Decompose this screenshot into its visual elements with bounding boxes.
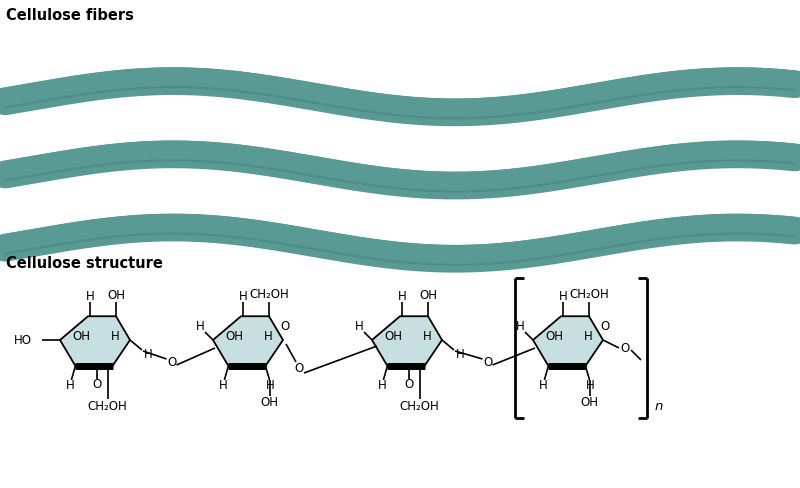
Text: H: H [586,380,595,392]
Text: Cellulose fibers: Cellulose fibers [6,8,134,23]
Text: O: O [620,342,630,354]
Text: H: H [354,320,363,332]
Text: OH: OH [107,289,125,302]
Text: HO: HO [14,333,32,346]
Text: H: H [516,320,524,332]
Text: H: H [86,290,94,303]
Text: OH: OH [581,396,598,409]
Text: H: H [196,320,204,332]
Text: H: H [584,330,592,344]
Text: O: O [294,362,304,374]
Text: H: H [264,330,272,344]
Text: OH: OH [225,330,243,344]
Text: CH₂OH: CH₂OH [569,288,609,301]
Text: O: O [404,378,414,391]
Polygon shape [372,316,442,366]
Polygon shape [213,316,283,366]
Polygon shape [533,316,603,366]
Polygon shape [60,316,130,366]
Text: O: O [280,320,290,333]
Text: H: H [558,290,567,303]
Text: OH: OH [384,330,402,344]
Text: OH: OH [261,396,278,409]
Text: Cellulose structure: Cellulose structure [6,256,163,271]
Text: CH₂OH: CH₂OH [249,288,289,301]
Text: H: H [456,347,464,361]
Text: CH₂OH: CH₂OH [400,401,439,413]
Text: O: O [167,355,176,368]
Text: H: H [398,290,406,303]
Text: H: H [422,330,431,344]
Text: H: H [266,380,275,392]
Text: H: H [66,380,74,392]
Text: H: H [539,380,548,392]
Text: CH₂OH: CH₂OH [88,401,127,413]
Text: H: H [110,330,119,344]
Text: H: H [378,380,386,392]
Text: OH: OH [419,289,437,302]
Text: n: n [655,400,663,413]
Text: OH: OH [545,330,563,344]
Text: O: O [483,355,492,368]
Text: O: O [92,378,102,391]
Text: O: O [600,320,610,333]
Text: H: H [144,347,152,361]
Text: H: H [238,290,247,303]
Text: OH: OH [72,330,90,344]
Text: H: H [219,380,228,392]
